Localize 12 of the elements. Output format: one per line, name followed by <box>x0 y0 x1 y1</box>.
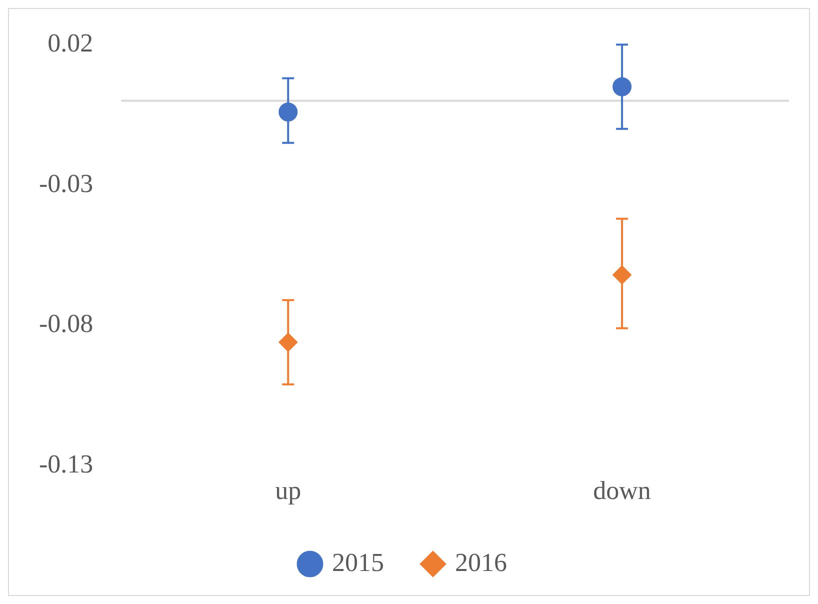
legend-label: 2016 <box>455 548 507 577</box>
point <box>612 77 632 96</box>
y-tick-label: 0.02 <box>48 28 94 58</box>
x-tick-label: down <box>593 476 651 506</box>
point <box>278 332 298 352</box>
point <box>278 102 298 122</box>
y-tick-label: -0.08 <box>38 309 94 338</box>
y-tick-label: -0.03 <box>38 168 94 198</box>
x-tick-label: up <box>275 476 302 506</box>
legend-label: 2015 <box>332 548 384 577</box>
y-tick-label: -0.13 <box>38 450 94 479</box>
point <box>612 265 632 284</box>
